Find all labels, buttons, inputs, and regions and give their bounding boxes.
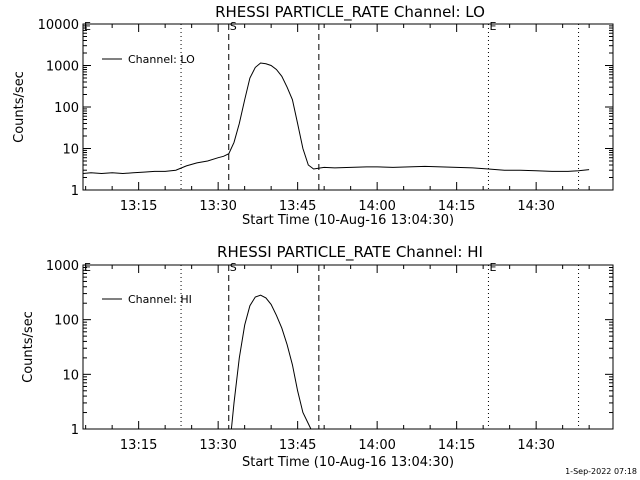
event-marker-label: E [489, 261, 496, 274]
y-tick-label: 1000 [46, 259, 79, 274]
event-marker-label: E [84, 20, 91, 33]
y-tick-label: 100 [54, 314, 79, 329]
y-tick-label: 10 [62, 368, 79, 383]
plot-frame [82, 264, 614, 430]
x-tick-label: 13:30 [199, 438, 236, 453]
x-tick-label: 13:15 [120, 199, 157, 214]
x-tick-label: 13:45 [279, 199, 316, 214]
timestamp: 1-Sep-2022 07:18 [565, 467, 637, 476]
x-axis-label: Start Time (10-Aug-16 13:04:30) [242, 213, 454, 228]
y-axis-label: Counts/sec [12, 71, 27, 143]
y-tick-label: 1000 [46, 60, 79, 75]
panel-lo: RHESSI PARTICLE_RATE Channel: LO E S E 1 10… [12, 3, 614, 228]
legend-label: Channel: LO [128, 53, 195, 66]
legend: Channel: HI [102, 293, 192, 306]
x-tick-label: 13:15 [120, 438, 157, 453]
y-tick-label: 10000 [38, 18, 79, 33]
series-line-lo [82, 62, 590, 175]
x-tick-label: 13:45 [279, 438, 316, 453]
x-axis-label: Start Time (10-Aug-16 13:04:30) [242, 455, 454, 470]
event-marker-label: E [84, 261, 91, 274]
y-tick-label: 1 [71, 184, 79, 199]
legend: Channel: LO [102, 53, 195, 66]
x-tick-label: 14:15 [438, 199, 475, 214]
y-tick-label: 100 [54, 101, 79, 116]
y-tick-label: 10 [62, 143, 79, 158]
y-tick-label: 1 [71, 423, 79, 438]
x-tick-label: 14:30 [517, 199, 554, 214]
legend-label: Channel: HI [128, 293, 192, 306]
chart-title: RHESSI PARTICLE_RATE Channel: HI [217, 243, 483, 262]
chart-title: RHESSI PARTICLE_RATE Channel: LO [215, 3, 485, 22]
y-axis-label: Counts/sec [21, 311, 36, 383]
x-tick-label: 14:00 [358, 438, 395, 453]
plot-frame [82, 23, 614, 191]
series-line-hi [230, 294, 312, 430]
x-tick-label: 14:00 [358, 199, 395, 214]
event-marker-label: E [489, 20, 496, 33]
x-tick-label: 13:30 [199, 199, 236, 214]
event-marker-label: S [230, 20, 237, 33]
event-marker-label: S [230, 261, 237, 274]
x-tick-label: 14:15 [438, 438, 475, 453]
x-tick-label: 14:30 [517, 438, 554, 453]
panel-hi: RHESSI PARTICLE_RATE Channel: HI E S E 1 10… [21, 243, 614, 470]
